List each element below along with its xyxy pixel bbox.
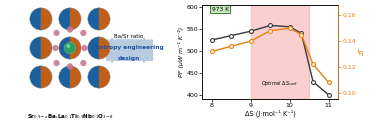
Circle shape	[52, 45, 59, 51]
Wedge shape	[59, 37, 70, 59]
Circle shape	[67, 26, 73, 33]
Bar	[251, 5, 309, 99]
Y-axis label: PF (μW m⁻¹ K⁻²): PF (μW m⁻¹ K⁻²)	[178, 27, 184, 77]
X-axis label: ΔS (J·mol⁻¹ K⁻¹): ΔS (J·mol⁻¹ K⁻¹)	[245, 110, 296, 117]
Wedge shape	[70, 8, 81, 30]
Circle shape	[53, 60, 60, 66]
Text: Sr$_{0.9-x}$Ba$_x$La$_{0.1}$Ti$_{0.9}$Nb$_{0.1}$O$_{3-δ}$: Sr$_{0.9-x}$Ba$_x$La$_{0.1}$Ti$_{0.9}$Nb…	[26, 112, 113, 121]
Wedge shape	[30, 8, 41, 30]
Wedge shape	[41, 37, 52, 59]
Wedge shape	[30, 66, 41, 88]
Wedge shape	[41, 66, 52, 88]
Wedge shape	[99, 66, 110, 88]
Circle shape	[66, 44, 70, 48]
Wedge shape	[41, 8, 52, 30]
Wedge shape	[88, 66, 99, 88]
Wedge shape	[70, 37, 81, 59]
Circle shape	[67, 63, 73, 70]
Wedge shape	[59, 8, 70, 30]
Circle shape	[64, 42, 76, 54]
Text: 973 K: 973 K	[212, 7, 229, 12]
Wedge shape	[88, 8, 99, 30]
Circle shape	[53, 30, 60, 36]
Text: Optimal $\Delta S_{conf}$: Optimal $\Delta S_{conf}$	[262, 79, 299, 88]
Wedge shape	[59, 66, 70, 88]
FancyArrow shape	[107, 38, 149, 63]
Wedge shape	[88, 37, 99, 59]
Circle shape	[81, 45, 88, 51]
Wedge shape	[99, 37, 110, 59]
Y-axis label: zT: zT	[359, 48, 365, 56]
Text: design: design	[118, 56, 140, 60]
Text: Entropy engineering: Entropy engineering	[95, 45, 163, 50]
Wedge shape	[99, 8, 110, 30]
FancyArrow shape	[107, 38, 153, 63]
Circle shape	[80, 30, 87, 36]
Circle shape	[80, 60, 87, 66]
Wedge shape	[70, 66, 81, 88]
Text: Ba/Sr ratio: Ba/Sr ratio	[115, 33, 144, 38]
Wedge shape	[30, 37, 41, 59]
